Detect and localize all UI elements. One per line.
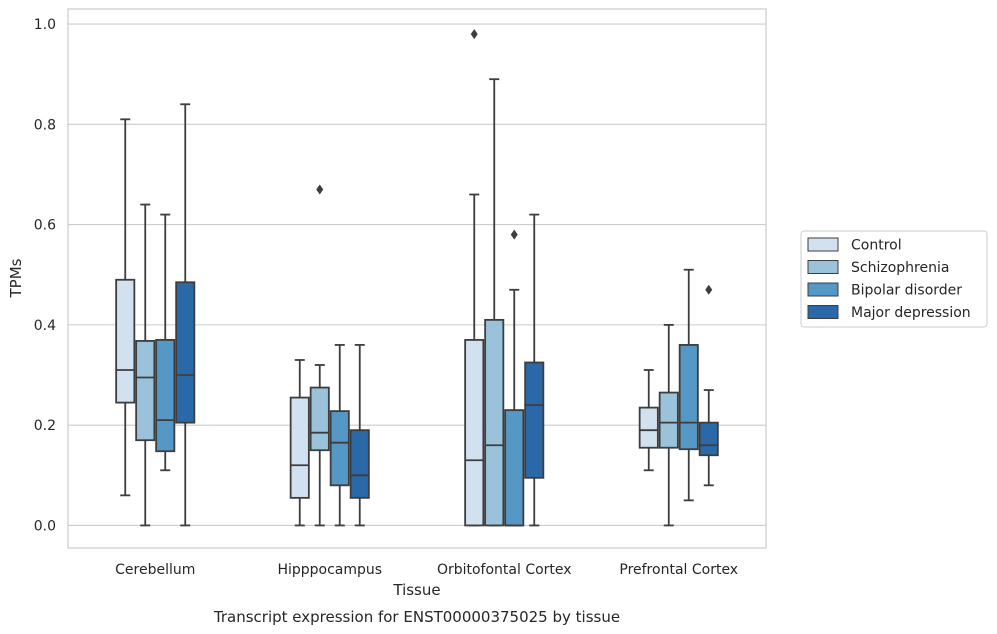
box-3-3 — [698, 284, 719, 487]
y-axis-label: TPMs — [7, 258, 25, 298]
outlier-point — [705, 284, 713, 295]
x-axis-label: Tissue — [392, 581, 440, 599]
y-tick-label: 0.6 — [34, 218, 56, 234]
x-tick-label: Cerebellum — [115, 562, 195, 578]
legend-swatch — [807, 305, 839, 319]
outlier-point — [470, 29, 478, 40]
box-0-3 — [175, 103, 196, 527]
legend-swatch — [807, 282, 839, 297]
box-1-1 — [309, 184, 330, 527]
legend-swatch — [807, 237, 839, 252]
box-0-0 — [115, 118, 136, 497]
plot-area — [67, 8, 767, 549]
legend-label: Bipolar disorder — [851, 283, 962, 299]
box-body — [698, 421, 719, 457]
y-tick-label: 0.8 — [34, 117, 56, 133]
box-body — [329, 410, 350, 487]
x-tick-label: Prefrontal Cortex — [619, 562, 738, 578]
box-body — [115, 278, 136, 404]
y-tick-label: 0.2 — [34, 418, 56, 434]
box-3-1 — [658, 323, 679, 527]
box-2-1 — [484, 78, 505, 527]
outlier-point — [316, 184, 324, 195]
y-tick-label: 0.4 — [34, 318, 56, 334]
y-tick-label: 1.0 — [34, 17, 56, 33]
chart-caption: Transcript expression for ENST0000037502… — [213, 608, 620, 626]
box-body — [464, 339, 485, 527]
box-2-2 — [504, 229, 525, 527]
box-body — [484, 318, 505, 527]
box-body — [658, 391, 679, 449]
box-body — [135, 340, 156, 442]
box-body — [524, 361, 545, 479]
legend-swatch — [807, 260, 839, 274]
box-2-3 — [524, 213, 545, 527]
box-1-3 — [349, 344, 370, 527]
box-body — [638, 406, 659, 449]
legend-label: Control — [851, 238, 902, 254]
box-2-0 — [464, 29, 485, 527]
legend-items: Control Schizophrenia Bipolar disorder Majo… — [807, 237, 971, 321]
box-body — [289, 396, 310, 499]
legend-label: Schizophrenia — [851, 260, 949, 276]
box-3-2 — [678, 268, 699, 502]
box-body — [349, 429, 370, 499]
box-0-2 — [155, 213, 176, 472]
box-body — [678, 344, 699, 451]
y-axis-ticks: 0.0 0.2 0.4 0.6 0.8 1.0 — [34, 17, 56, 534]
box-3-0 — [638, 369, 659, 472]
box-1-0 — [289, 359, 310, 527]
box-0-1 — [135, 203, 156, 527]
x-tick-label: Hipppocampus — [277, 562, 382, 578]
box-body — [175, 281, 196, 424]
legend-box — [800, 230, 988, 328]
legend: Control Schizophrenia Bipolar disorder Majo… — [800, 230, 988, 328]
box-body — [504, 409, 525, 527]
box-body — [309, 386, 330, 452]
legend-label: Major depression — [851, 305, 971, 321]
y-tick-label: 0.0 — [34, 518, 56, 534]
x-axis-ticks: Cerebellum Hipppocampus Orbitofontal Corte… — [115, 562, 738, 578]
box-1-2 — [329, 344, 350, 527]
outlier-point — [510, 229, 518, 240]
box-plots — [115, 29, 719, 527]
x-tick-label: Orbitofontal Cortex — [437, 562, 572, 578]
box-body — [155, 339, 176, 453]
